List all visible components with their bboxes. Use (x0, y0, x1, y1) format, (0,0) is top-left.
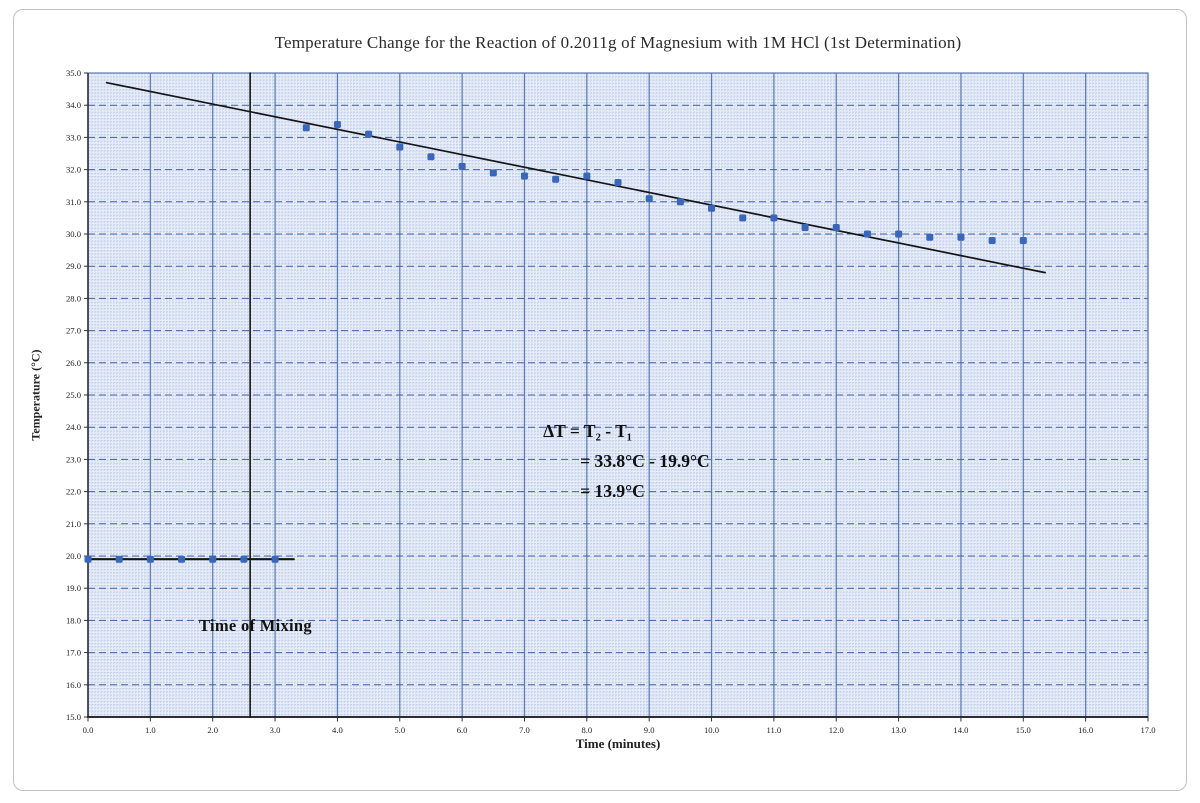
y-tick-label: 15.0 (66, 712, 81, 722)
data-point (895, 230, 903, 238)
data-point (271, 555, 279, 563)
data-point (552, 175, 560, 183)
y-tick-label: 21.0 (66, 519, 81, 529)
x-tick-label: 16.0 (1078, 725, 1093, 735)
data-point (365, 130, 373, 138)
data-point (178, 555, 186, 563)
chart-title: Temperature Change for the Reaction of 0… (274, 33, 962, 52)
y-tick-label: 31.0 (66, 197, 81, 207)
data-point (84, 555, 92, 563)
y-tick-label: 34.0 (66, 100, 81, 110)
data-point (739, 214, 747, 222)
data-point (240, 555, 248, 563)
data-point (1019, 236, 1027, 244)
x-tick-label: 11.0 (767, 725, 782, 735)
data-point (832, 224, 840, 232)
x-tick-label: 4.0 (332, 725, 343, 735)
y-tick-label: 28.0 (66, 293, 81, 303)
delta-t-line-3: = 13.9°C (580, 480, 645, 501)
y-axis-title: Temperature (°C) (28, 349, 43, 441)
y-tick-label: 18.0 (66, 615, 81, 625)
y-tick-label: 27.0 (66, 326, 81, 336)
data-point (302, 124, 310, 132)
data-point (926, 233, 934, 241)
delta-t-line-2: = 33.8°C - 19.9°C (580, 450, 710, 471)
y-tick-label: 24.0 (66, 422, 81, 432)
data-point (146, 555, 154, 563)
y-tick-label: 16.0 (66, 680, 81, 690)
data-point (676, 198, 684, 206)
y-tick-label: 22.0 (66, 487, 81, 497)
data-point (645, 195, 653, 203)
data-point (614, 178, 622, 186)
data-point (801, 224, 809, 232)
x-tick-label: 0.0 (83, 725, 94, 735)
data-point (863, 230, 871, 238)
y-tick-label: 35.0 (66, 68, 81, 78)
x-tick-label: 10.0 (704, 725, 719, 735)
y-tick-label: 26.0 (66, 358, 81, 368)
y-tick-label: 23.0 (66, 454, 81, 464)
x-tick-label: 14.0 (953, 725, 968, 735)
data-point (520, 172, 528, 180)
y-tick-label: 30.0 (66, 229, 81, 239)
data-point (115, 555, 123, 563)
x-tick-label: 1.0 (145, 725, 156, 735)
y-tick-label: 29.0 (66, 261, 81, 271)
x-tick-label: 6.0 (457, 725, 468, 735)
time-of-mixing-label: Time of Mixing (198, 615, 312, 635)
data-point (209, 555, 217, 563)
y-tick-label: 17.0 (66, 648, 81, 658)
x-axis-title: Time (minutes) (575, 736, 661, 751)
data-point (770, 214, 778, 222)
x-tick-label: 3.0 (270, 725, 281, 735)
data-point (957, 233, 965, 241)
y-tick-label: 20.0 (66, 551, 81, 561)
data-point (333, 121, 341, 129)
x-tick-label: 12.0 (829, 725, 844, 735)
delta-t-annotation: ΔT = T₂ - T₁ = 33.8°C - 19.9°C = 13.9°C (543, 416, 709, 506)
x-tick-label: 7.0 (519, 725, 530, 735)
data-point (708, 204, 716, 212)
y-tick-label: 19.0 (66, 583, 81, 593)
x-tick-label: 13.0 (891, 725, 906, 735)
x-tick-label: 2.0 (207, 725, 218, 735)
delta-t-line-1: ΔT = T₂ - T₁ (543, 420, 633, 441)
x-tick-label: 17.0 (1140, 725, 1155, 735)
data-point (396, 143, 404, 151)
x-tick-label: 9.0 (644, 725, 655, 735)
data-point (583, 172, 591, 180)
x-tick-label: 15.0 (1016, 725, 1031, 735)
y-tick-label: 32.0 (66, 165, 81, 175)
y-tick-label: 25.0 (66, 390, 81, 400)
data-point (458, 162, 466, 170)
data-point (988, 236, 996, 244)
cooling-trendline (105, 81, 1046, 274)
data-point (489, 169, 497, 177)
y-tick-label: 33.0 (66, 132, 81, 142)
x-tick-label: 5.0 (394, 725, 405, 735)
data-point (427, 153, 435, 161)
x-tick-label: 8.0 (581, 725, 592, 735)
